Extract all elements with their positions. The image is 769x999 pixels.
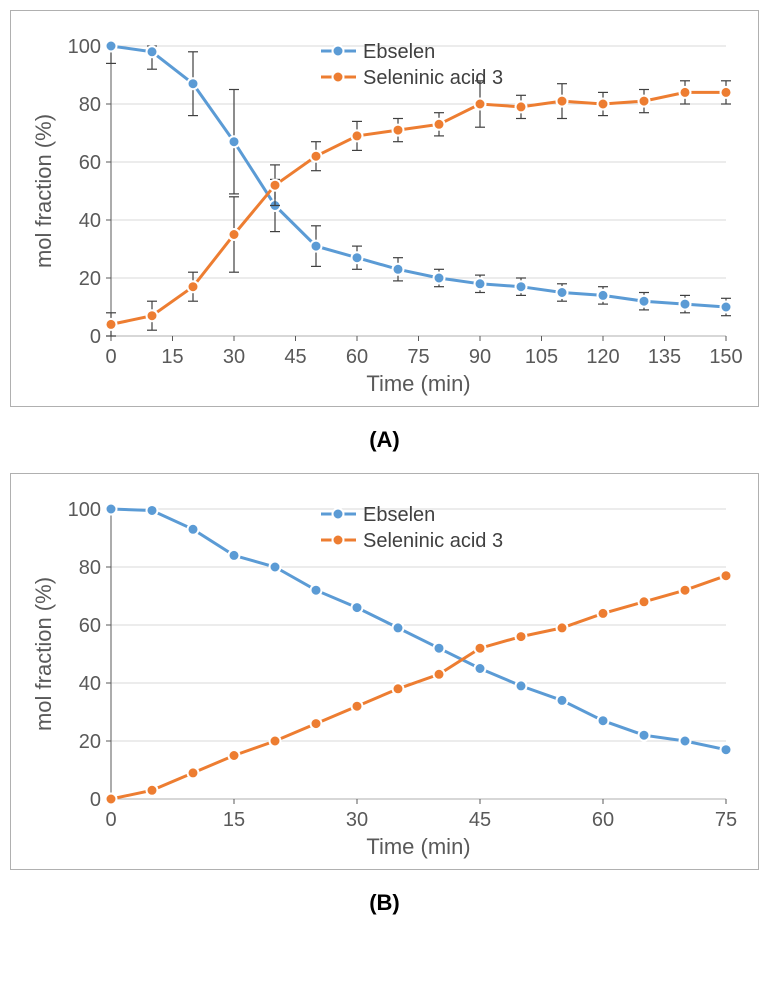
svg-text:Seleninic acid 3: Seleninic acid 3 <box>363 530 503 552</box>
svg-text:0: 0 <box>90 326 101 348</box>
svg-text:30: 30 <box>223 346 245 368</box>
svg-text:40: 40 <box>79 673 101 695</box>
svg-text:120: 120 <box>586 346 619 368</box>
svg-text:0: 0 <box>90 789 101 811</box>
svg-text:Ebselen: Ebselen <box>363 41 435 63</box>
svg-text:15: 15 <box>161 346 183 368</box>
svg-text:Time (min): Time (min) <box>366 371 470 396</box>
svg-text:60: 60 <box>79 152 101 174</box>
svg-text:100: 100 <box>68 36 101 58</box>
chart-b-box: 0 20 40 60 80 100 0 15 30 45 60 75 Time (min) mol fra… <box>10 473 759 870</box>
svg-text:80: 80 <box>79 557 101 579</box>
svg-text:80: 80 <box>79 94 101 116</box>
svg-text:135: 135 <box>648 346 681 368</box>
svg-text:90: 90 <box>469 346 491 368</box>
svg-text:60: 60 <box>346 346 368 368</box>
chart-a-svg: 0 20 40 60 80 100 0 15 30 45 60 75 90 105 120 135 150 Tim… <box>26 26 746 396</box>
svg-text:20: 20 <box>79 731 101 753</box>
svg-text:0: 0 <box>105 809 116 831</box>
svg-text:150: 150 <box>709 346 742 368</box>
svg-text:40: 40 <box>79 210 101 232</box>
chart-b-svg: 0 20 40 60 80 100 0 15 30 45 60 75 Time (min) mol fra… <box>26 489 746 859</box>
svg-text:75: 75 <box>715 809 737 831</box>
svg-text:Seleninic acid 3: Seleninic acid 3 <box>363 67 503 89</box>
svg-text:105: 105 <box>525 346 558 368</box>
svg-text:mol fraction (%): mol fraction (%) <box>31 577 56 731</box>
svg-text:Time (min): Time (min) <box>366 834 470 859</box>
figure-container: 0204060801000153045607590105120135150Tim… <box>10 10 759 916</box>
svg-text:20: 20 <box>79 268 101 290</box>
svg-text:60: 60 <box>592 809 614 831</box>
svg-text:0: 0 <box>105 346 116 368</box>
svg-text:75: 75 <box>407 346 429 368</box>
caption-a: (A) <box>10 427 759 453</box>
svg-text:45: 45 <box>469 809 491 831</box>
svg-text:100: 100 <box>68 499 101 521</box>
svg-text:mol fraction (%): mol fraction (%) <box>31 114 56 268</box>
caption-b: (B) <box>10 890 759 916</box>
chart-a-box: 0 20 40 60 80 100 0 15 30 45 60 75 90 105 120 135 150 Tim… <box>10 10 759 407</box>
svg-text:Ebselen: Ebselen <box>363 504 435 526</box>
svg-text:30: 30 <box>346 809 368 831</box>
svg-text:45: 45 <box>284 346 306 368</box>
svg-text:60: 60 <box>79 615 101 637</box>
svg-text:15: 15 <box>223 809 245 831</box>
